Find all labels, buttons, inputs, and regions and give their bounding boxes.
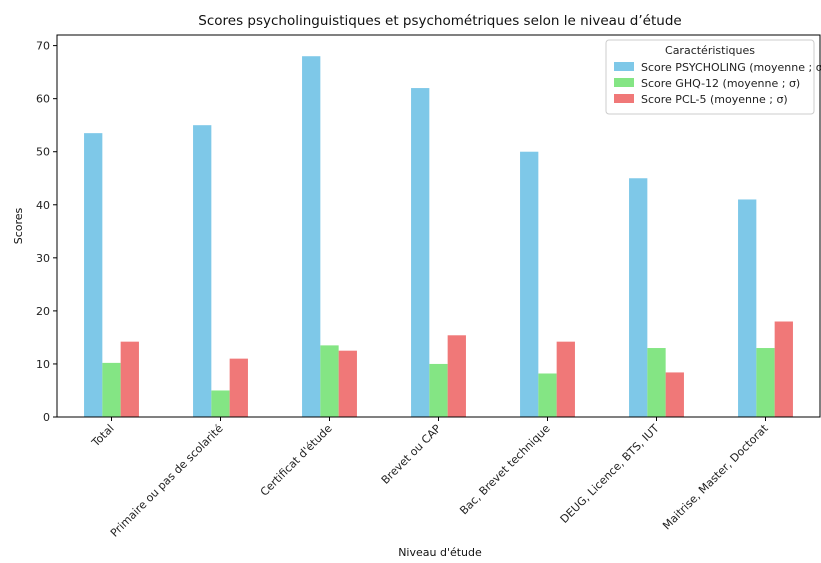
legend-box bbox=[605, 39, 815, 115]
legend-swatch bbox=[614, 78, 634, 87]
bar-3-6 bbox=[665, 372, 684, 417]
y-axis-label: Scores bbox=[12, 207, 25, 244]
bar-2-7 bbox=[756, 348, 775, 417]
legend-swatch bbox=[614, 62, 634, 71]
x-tick-label: Bac, Brevet technique bbox=[457, 422, 553, 518]
bar-1-6 bbox=[629, 178, 648, 417]
bar-2-4 bbox=[429, 363, 448, 417]
bar-2-5 bbox=[538, 373, 557, 417]
bar-3-4 bbox=[447, 335, 466, 417]
x-tick-label: Total bbox=[89, 422, 117, 450]
bar-2-6 bbox=[647, 348, 666, 417]
x-tick-label: Certificat d'étude bbox=[258, 422, 335, 499]
x-tick-label: Primaire ou pas de scolarité bbox=[108, 422, 226, 540]
y-tick-label: 10 bbox=[36, 358, 50, 371]
legend-entry: Score PSYCHOLING (moyenne ; σ) bbox=[641, 61, 821, 74]
y-tick-label: 0 bbox=[43, 411, 50, 424]
y-tick-label: 40 bbox=[36, 199, 50, 212]
bar-1-3 bbox=[302, 56, 321, 417]
chart-title: Scores psycholinguistiques et psychométr… bbox=[198, 13, 681, 29]
bar-2-1 bbox=[102, 362, 121, 417]
bar-3-5 bbox=[556, 341, 575, 417]
x-tick-label: DEUG, Licence, BTS, IUT bbox=[558, 422, 662, 526]
legend-entry: Score GHQ-12 (moyenne ; σ) bbox=[641, 77, 800, 90]
bar-1-2 bbox=[193, 125, 212, 417]
bar-3-7 bbox=[774, 321, 793, 417]
legend-title: Caractéristiques bbox=[665, 44, 755, 57]
bar-1-4 bbox=[411, 88, 430, 417]
legend: Caractéristiques Score PSYCHOLING (moyenn… bbox=[605, 39, 821, 115]
legend-entry: Score PCL-5 (moyenne ; σ) bbox=[641, 93, 788, 106]
x-tick-label: Brevet ou CAP bbox=[379, 422, 444, 487]
bar-1-1 bbox=[84, 133, 103, 417]
bar-2-3 bbox=[320, 345, 339, 418]
bar-2-2 bbox=[211, 390, 230, 417]
x-tick-label: Maitrise, Master, Doctorat bbox=[660, 421, 771, 532]
y-tick-label: 60 bbox=[36, 93, 50, 106]
y-tick-label: 70 bbox=[36, 40, 50, 53]
y-tick-label: 30 bbox=[36, 252, 50, 265]
bar-3-3 bbox=[338, 350, 357, 417]
x-axis-label: Niveau d'étude bbox=[398, 546, 482, 559]
bar-1-7 bbox=[738, 199, 757, 417]
bar-1-5 bbox=[520, 151, 539, 417]
legend-swatch bbox=[614, 94, 634, 103]
y-tick-label: 20 bbox=[36, 305, 50, 318]
bar-3-1 bbox=[120, 341, 139, 417]
y-tick-label: 50 bbox=[36, 146, 50, 159]
bar-3-2 bbox=[229, 358, 248, 417]
